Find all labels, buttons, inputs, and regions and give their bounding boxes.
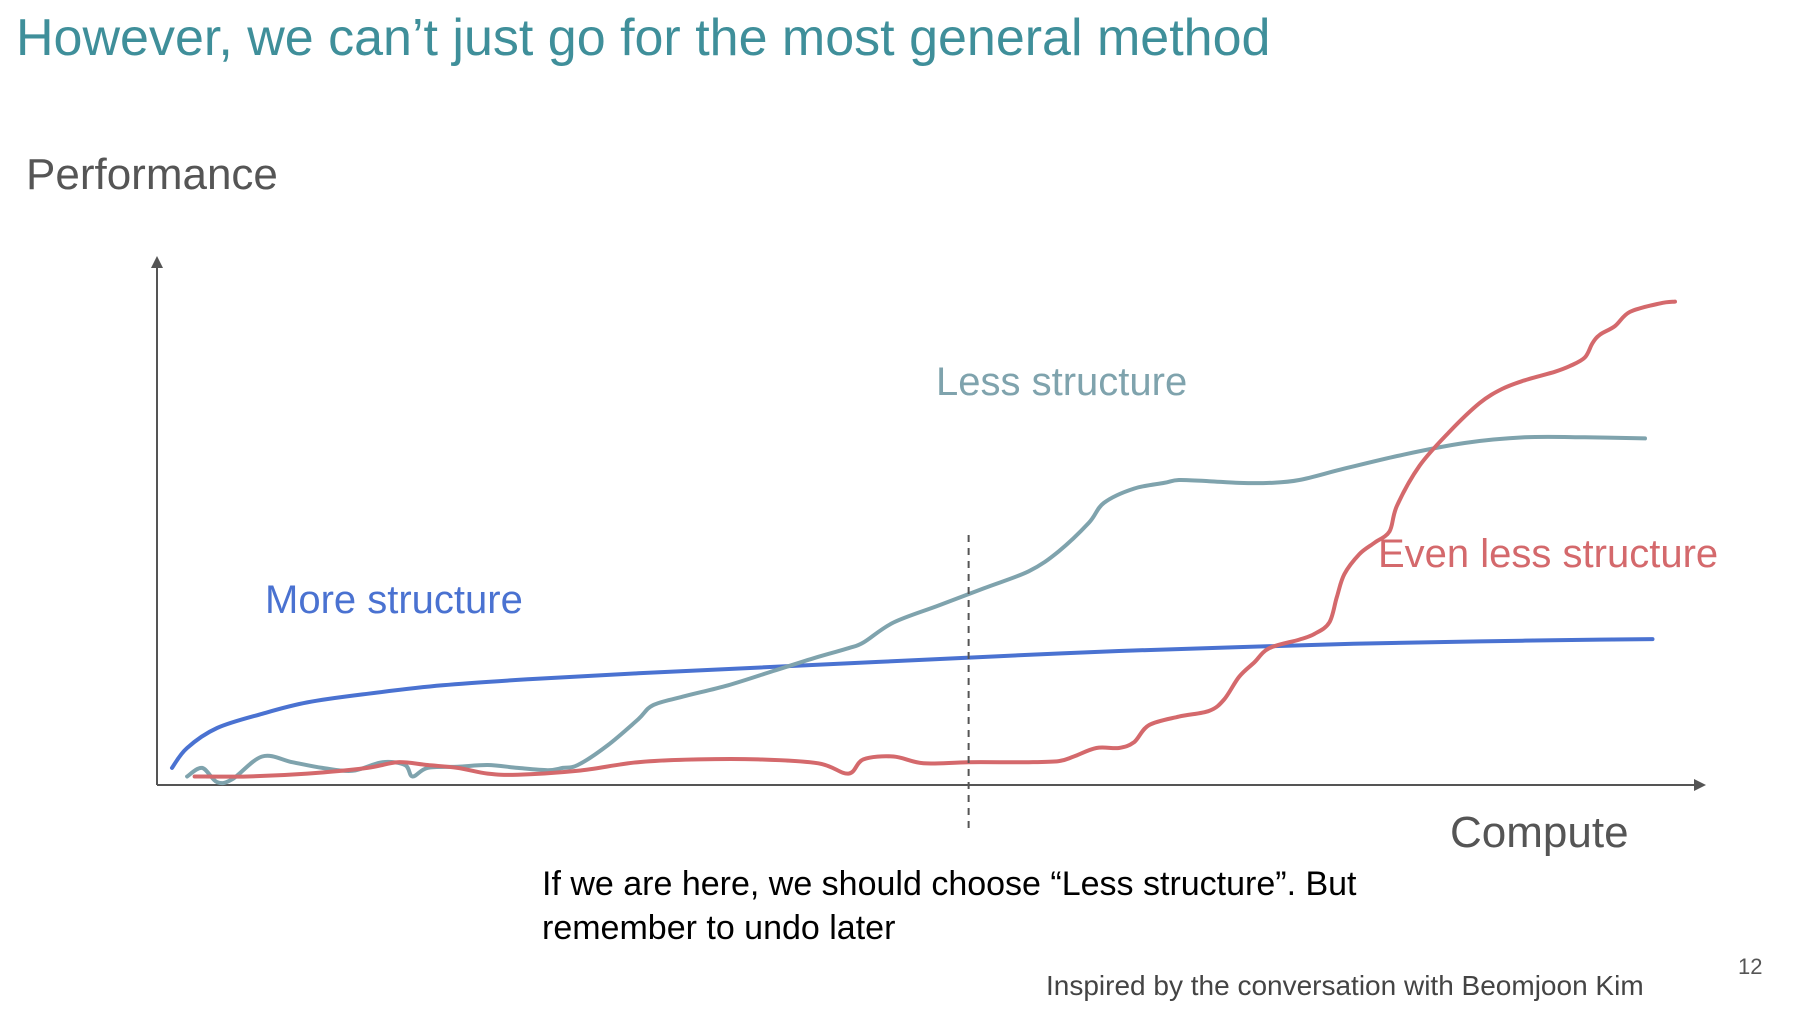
annotation-line-2: remember to undo later: [542, 909, 896, 947]
series-label-less-structure: Less structure: [936, 360, 1188, 404]
slide-title: However, we can’t just go for the most g…: [16, 9, 1271, 67]
page-number: 12: [1738, 954, 1763, 979]
y-axis-label: Performance: [26, 150, 278, 199]
series-line-even-less-structure: [192, 299, 1677, 779]
series-line-more-structure: [170, 637, 1655, 770]
annotation-line-1: If we are here, we should choose “Less s…: [542, 865, 1357, 903]
footnote: Inspired by the conversation with Beomjo…: [1046, 970, 1644, 1001]
series-label-even-less-structure: Even less structure: [1378, 532, 1719, 576]
here-annotation: If we are here, we should choose “Less s…: [542, 862, 1482, 950]
series-label-more-structure: More structure: [265, 578, 523, 622]
x-axis-label: Compute: [1450, 808, 1629, 857]
series-line-less-structure: [185, 434, 1647, 786]
